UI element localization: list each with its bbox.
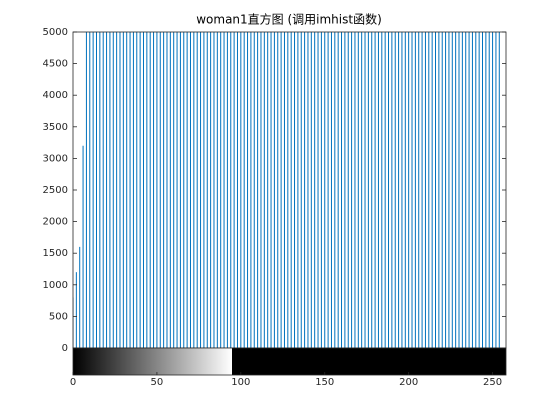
x-tick-label: 100 [231,377,250,388]
y-tick-label: 0 [62,343,68,354]
y-tick-label: 2500 [43,185,68,196]
x-tick-label: 150 [315,377,334,388]
x-tick-label: 200 [399,377,418,388]
y-tick-label: 2000 [43,217,68,228]
y-tick-label: 4500 [43,59,68,70]
colorbar-box [72,347,507,376]
stems [73,32,500,348]
y-tick-label: 3000 [43,153,68,164]
x-tick-label: 50 [151,377,164,388]
x-tick-label: 0 [70,377,76,388]
y-tick-label: 1500 [43,248,68,259]
x-tick-label: 250 [483,377,502,388]
colorbar-gradient [73,348,232,375]
y-tick-label: 5000 [43,27,68,38]
y-tick-label: 4000 [43,90,68,101]
y-tick-label: 3500 [43,122,68,133]
y-tick-label: 500 [49,311,68,322]
y-tick-label: 1000 [43,280,68,291]
chart-title: woman1直方图 (调用imhist函数) [196,12,382,27]
